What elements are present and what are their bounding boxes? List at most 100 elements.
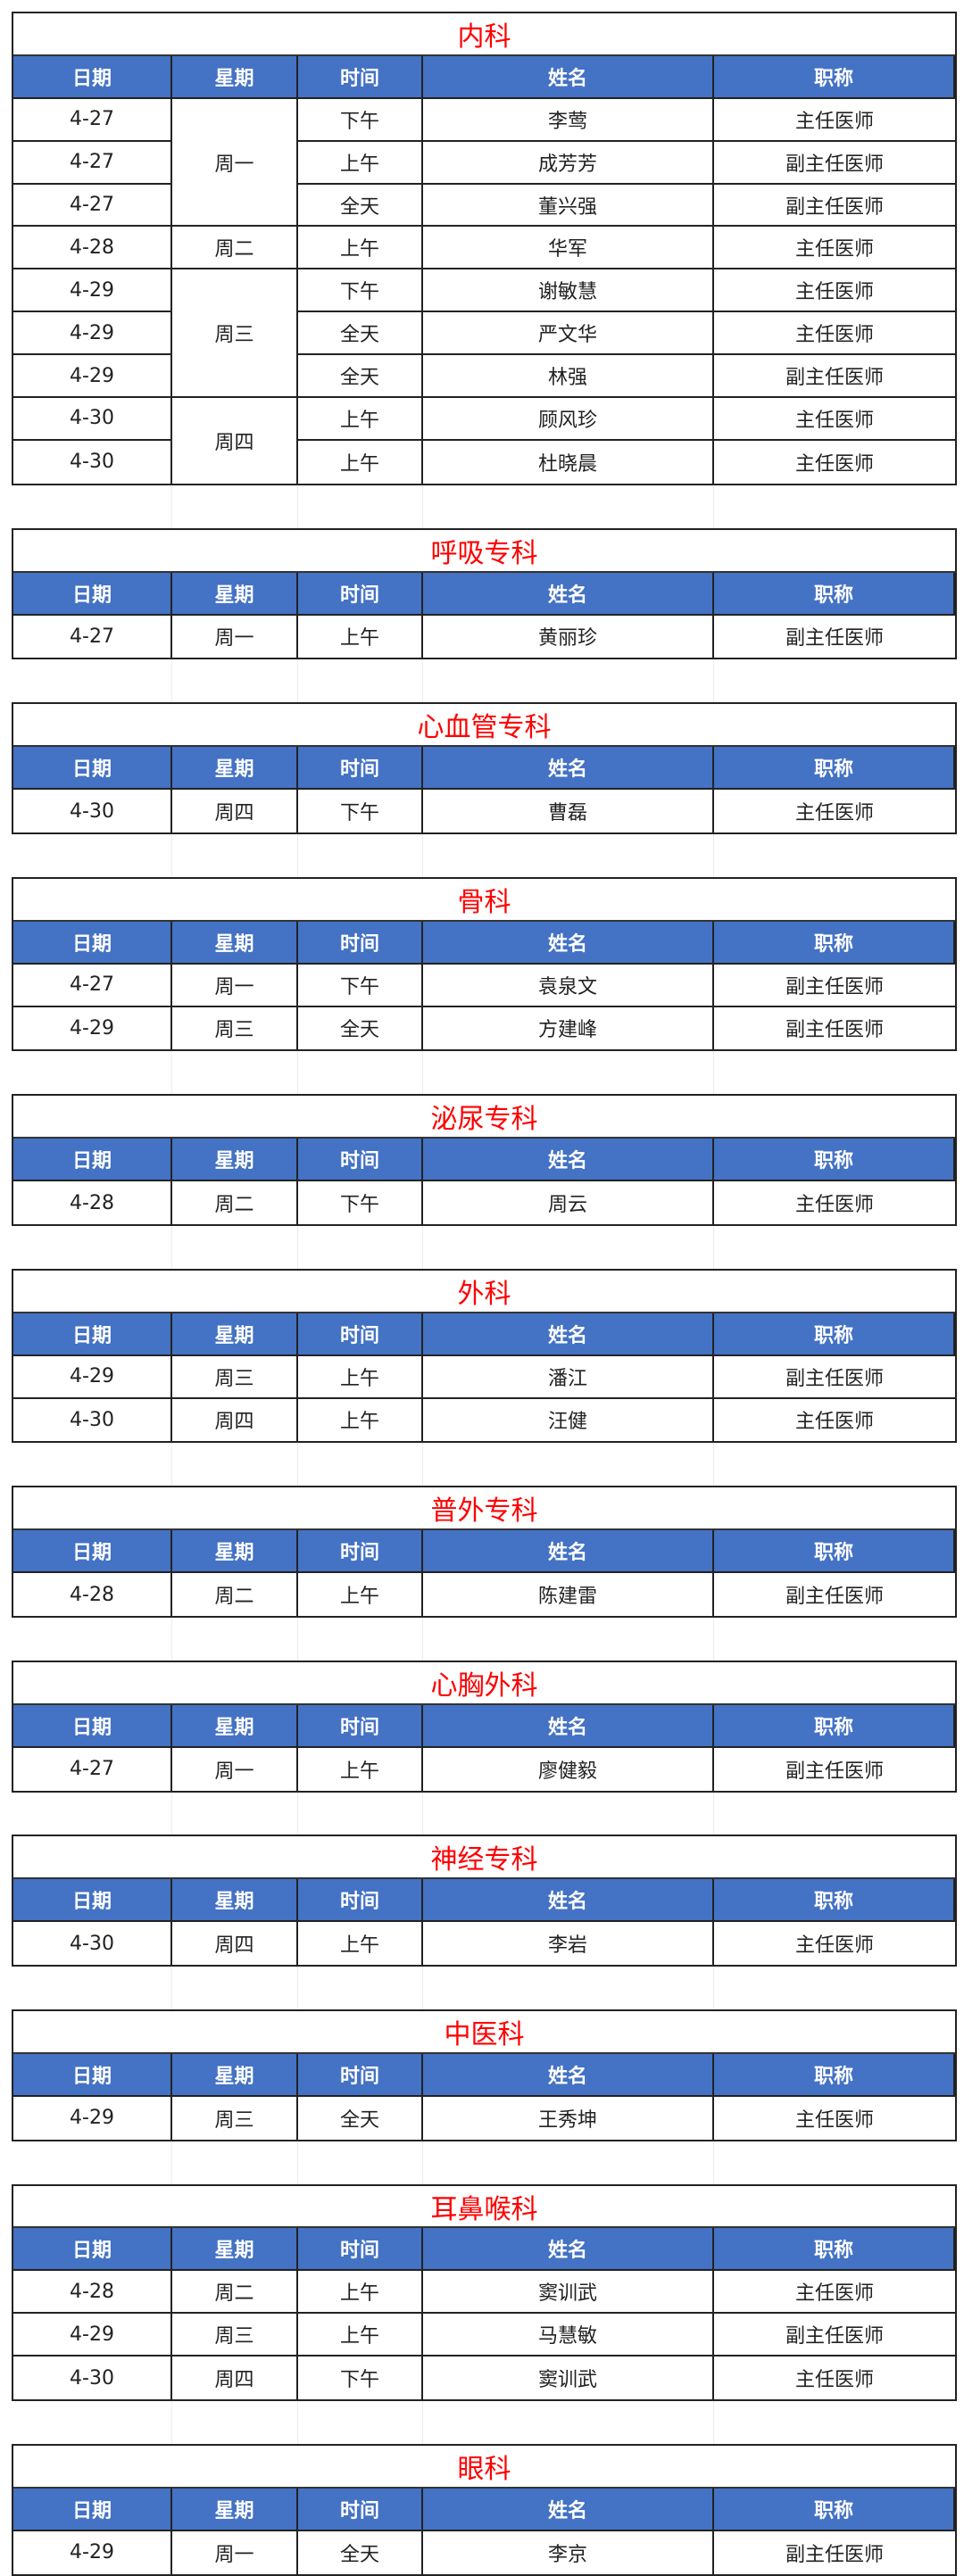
header-date: 日期 bbox=[13, 2228, 172, 2272]
header-time: 时间 bbox=[298, 921, 423, 965]
cell-name: 林强 bbox=[423, 355, 714, 399]
spacer-cell bbox=[12, 2141, 172, 2184]
cell-name: 汪健 bbox=[423, 1398, 714, 1442]
spacer-cell bbox=[423, 1618, 714, 1661]
cell-title: 副主任医师 bbox=[714, 355, 955, 399]
department-title: 中医科 bbox=[13, 2011, 955, 2054]
spacer-row bbox=[12, 1051, 957, 1095]
cell-weekday: 周四 bbox=[172, 1398, 298, 1442]
spacer-cell bbox=[172, 485, 298, 528]
cell-time: 上午 bbox=[298, 1355, 423, 1399]
department-table: 眼科 日期 星期 时间 姓名 职称 4-29 周一 全天 李京 副主任医师 bbox=[12, 2443, 957, 2576]
cell-title: 副主任医师 bbox=[714, 1747, 955, 1791]
header-time: 时间 bbox=[298, 55, 423, 99]
spacer-cell bbox=[12, 833, 172, 877]
spacer-cell bbox=[714, 659, 957, 702]
cell-time: 下午 bbox=[298, 2357, 423, 2400]
cell-title: 主任医师 bbox=[714, 1922, 955, 1966]
cell-name: 严文华 bbox=[423, 312, 714, 356]
spacer-cell bbox=[714, 1967, 957, 2009]
header-time: 时间 bbox=[298, 747, 423, 791]
cell-title: 副主任医师 bbox=[714, 141, 955, 185]
header-name: 姓名 bbox=[423, 1530, 714, 1574]
cell-time: 上午 bbox=[298, 141, 423, 185]
cell-title: 主任医师 bbox=[714, 227, 955, 270]
cell-title: 主任医师 bbox=[714, 1398, 955, 1442]
header-weekday: 星期 bbox=[172, 2228, 298, 2272]
spacer-cell bbox=[714, 1226, 957, 1269]
cell-weekday: 周一 bbox=[172, 98, 298, 228]
header-weekday: 星期 bbox=[172, 55, 298, 99]
department-title: 泌尿专科 bbox=[13, 1096, 955, 1139]
spacer-cell bbox=[423, 1051, 714, 1095]
cell-date: 4-27 bbox=[13, 184, 172, 228]
header-name: 姓名 bbox=[423, 747, 714, 791]
spacer-cell bbox=[423, 485, 714, 528]
spacer-cell bbox=[172, 1618, 298, 1661]
spacer-cell bbox=[12, 1792, 172, 1835]
header-time: 时间 bbox=[298, 2053, 423, 2097]
department-title: 外科 bbox=[13, 1271, 955, 1313]
header-title: 职称 bbox=[714, 55, 955, 99]
cell-time: 下午 bbox=[298, 98, 423, 142]
cell-weekday: 周一 bbox=[172, 964, 298, 1007]
spacer-row bbox=[12, 1618, 957, 1661]
spacer-cell bbox=[423, 2141, 714, 2184]
cell-title: 主任医师 bbox=[714, 2357, 955, 2400]
spacer-cell bbox=[298, 485, 423, 528]
cell-title: 副主任医师 bbox=[714, 964, 955, 1007]
cell-name: 谢敏慧 bbox=[423, 269, 714, 313]
department-table: 耳鼻喉科 日期 星期 时间 姓名 职称 4-28 周二 上午 窦训武 主任医师 4-29 周三 上午 马慧敏… bbox=[12, 2183, 957, 2402]
spacer-cell bbox=[714, 2141, 957, 2184]
spacer-row bbox=[12, 2401, 957, 2444]
spacer-row bbox=[12, 2141, 957, 2184]
spacer-cell bbox=[298, 1051, 423, 1095]
header-name: 姓名 bbox=[423, 572, 714, 616]
cell-time: 上午 bbox=[298, 1398, 423, 1442]
header-time: 时间 bbox=[298, 2488, 423, 2531]
department-title: 骨科 bbox=[13, 879, 955, 922]
cell-date: 4-29 bbox=[13, 269, 172, 313]
spacer-cell bbox=[714, 834, 957, 877]
spacer-cell bbox=[714, 2401, 957, 2444]
schedule-grid: 日期 星期 时间 姓名 职称 4-27 周一 下午 袁泉文 副主任医师 4-29 周三 全天 方建峰 副主任… bbox=[13, 921, 955, 1050]
cell-weekday: 周四 bbox=[172, 398, 298, 484]
schedule-grid: 日期 星期 时间 姓名 职称 4-29 周一 全天 李京 副主任医师 bbox=[13, 2488, 955, 2574]
cell-title: 副主任医师 bbox=[714, 2530, 955, 2574]
schedule-grid: 日期 星期 时间 姓名 职称 4-30 周四 下午 曹磊 主任医师 bbox=[13, 747, 955, 832]
schedule-grid: 日期 星期 时间 姓名 职称 4-28 周二 上午 窦训武 主任医师 4-29 周三 上午 马慧敏 副主任医… bbox=[13, 2228, 955, 2400]
department-table: 外科 日期 星期 时间 姓名 职称 4-29 周三 上午 潘江 副主任医师 4-30 周四 上午 汪健 主任医… bbox=[12, 1268, 957, 1444]
department-table: 内科 日期 星期 时间 姓名 职称 4-27 周一 下午 李莺 主任医师 4-27 上午 成芳芳 副主任医师… bbox=[12, 12, 957, 485]
header-name: 姓名 bbox=[423, 1139, 714, 1182]
spacer-row bbox=[12, 833, 957, 877]
header-title: 职称 bbox=[714, 1530, 955, 1574]
header-name: 姓名 bbox=[423, 2053, 714, 2097]
header-time: 时间 bbox=[298, 1704, 423, 1748]
cell-weekday: 周四 bbox=[172, 2357, 298, 2400]
cell-time: 下午 bbox=[298, 1181, 423, 1224]
spacer-cell bbox=[423, 2401, 714, 2444]
cell-date: 4-28 bbox=[13, 2271, 172, 2315]
spacer-cell bbox=[172, 1443, 298, 1487]
cell-date: 4-29 bbox=[13, 2314, 172, 2357]
cell-weekday: 周二 bbox=[172, 1181, 298, 1224]
cell-date: 4-30 bbox=[13, 398, 172, 441]
cell-title: 主任医师 bbox=[714, 2096, 955, 2140]
cell-time: 上午 bbox=[298, 1747, 423, 1791]
cell-weekday: 周二 bbox=[172, 2271, 298, 2315]
spacer-row bbox=[12, 1967, 957, 2010]
cell-date: 4-28 bbox=[13, 1181, 172, 1224]
spacer-cell bbox=[423, 1225, 714, 1269]
department-table: 普外专科 日期 星期 时间 姓名 职称 4-28 周二 上午 陈建雷 副主任医师 bbox=[12, 1486, 957, 1618]
spacer-cell bbox=[12, 659, 172, 703]
cell-name: 王秀坤 bbox=[423, 2096, 714, 2140]
header-weekday: 星期 bbox=[172, 572, 298, 616]
cell-time: 全天 bbox=[298, 1006, 423, 1050]
spacer-cell bbox=[172, 1967, 298, 2010]
spacer-cell bbox=[298, 2401, 423, 2444]
cell-name: 李京 bbox=[423, 2530, 714, 2574]
spacer-cell bbox=[12, 1051, 172, 1095]
header-weekday: 星期 bbox=[172, 921, 298, 965]
cell-name: 曹磊 bbox=[423, 790, 714, 832]
